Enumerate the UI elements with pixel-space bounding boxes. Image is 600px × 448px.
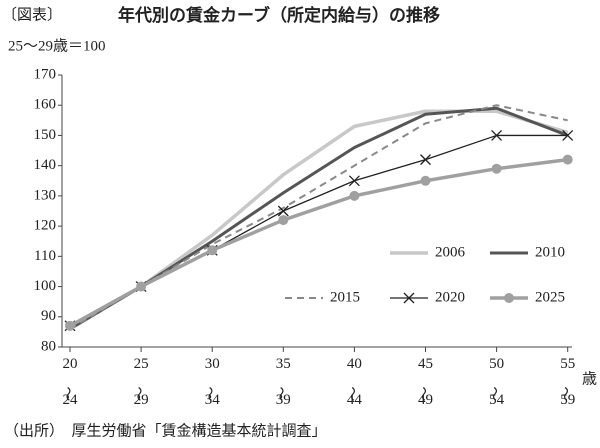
y-tick-label: 130 bbox=[34, 187, 57, 203]
x-tick-label: 45 ～49 bbox=[414, 356, 433, 408]
x-tick-label: 20 ～24 bbox=[58, 356, 78, 408]
y-tick-label: 110 bbox=[34, 248, 56, 264]
legend-label: 2010 bbox=[535, 244, 565, 260]
x-tick-label: 35 ～39 bbox=[272, 356, 291, 408]
marker bbox=[562, 129, 574, 141]
marker bbox=[403, 292, 415, 304]
marker bbox=[207, 245, 218, 256]
legend-label: 2020 bbox=[435, 289, 465, 305]
legend-label: 2015 bbox=[330, 289, 360, 305]
source: （出所） 厚生労働省「賃金構造基本統計調査」 bbox=[4, 422, 327, 439]
x-tick-label: 40 ～44 bbox=[343, 356, 363, 408]
y-tick-label: 80 bbox=[41, 338, 56, 354]
legend-label: 2025 bbox=[535, 289, 565, 305]
legend-label: 2006 bbox=[435, 244, 466, 260]
y-tick-label: 150 bbox=[34, 127, 57, 143]
y-tick-label: 170 bbox=[34, 66, 57, 82]
marker bbox=[420, 154, 431, 166]
marker bbox=[348, 175, 360, 187]
y-tick-label: 90 bbox=[41, 308, 56, 324]
marker bbox=[278, 215, 289, 226]
x-tick-label: 50 ～54 bbox=[485, 356, 505, 408]
x-tick-label: 30 ～34 bbox=[201, 356, 221, 408]
marker bbox=[65, 320, 75, 331]
y-tick-label: 120 bbox=[34, 218, 57, 234]
marker bbox=[562, 154, 573, 165]
y-tick-label: 100 bbox=[34, 278, 57, 294]
marker bbox=[491, 163, 502, 174]
y-tick-label: 140 bbox=[34, 157, 57, 173]
chart-title: 年代別の賃金カーブ（所定内給与）の推移 bbox=[118, 5, 440, 26]
figure-label: 〔図表〕 bbox=[2, 6, 62, 23]
marker bbox=[136, 281, 147, 292]
marker bbox=[491, 129, 503, 141]
marker bbox=[504, 293, 514, 303]
subtitle: 25～29歳＝100 bbox=[8, 37, 106, 54]
series-line bbox=[69, 157, 568, 328]
x-unit: 歳 bbox=[582, 370, 597, 387]
series-line bbox=[69, 106, 569, 331]
marker bbox=[349, 190, 360, 201]
y-tick-label: 160 bbox=[34, 97, 57, 113]
series-line bbox=[69, 109, 569, 331]
marker bbox=[420, 175, 431, 186]
x-tick-label: 25 ～29 bbox=[130, 356, 149, 408]
marker bbox=[277, 205, 289, 217]
x-tick-label: 55 ～59 bbox=[556, 356, 575, 408]
